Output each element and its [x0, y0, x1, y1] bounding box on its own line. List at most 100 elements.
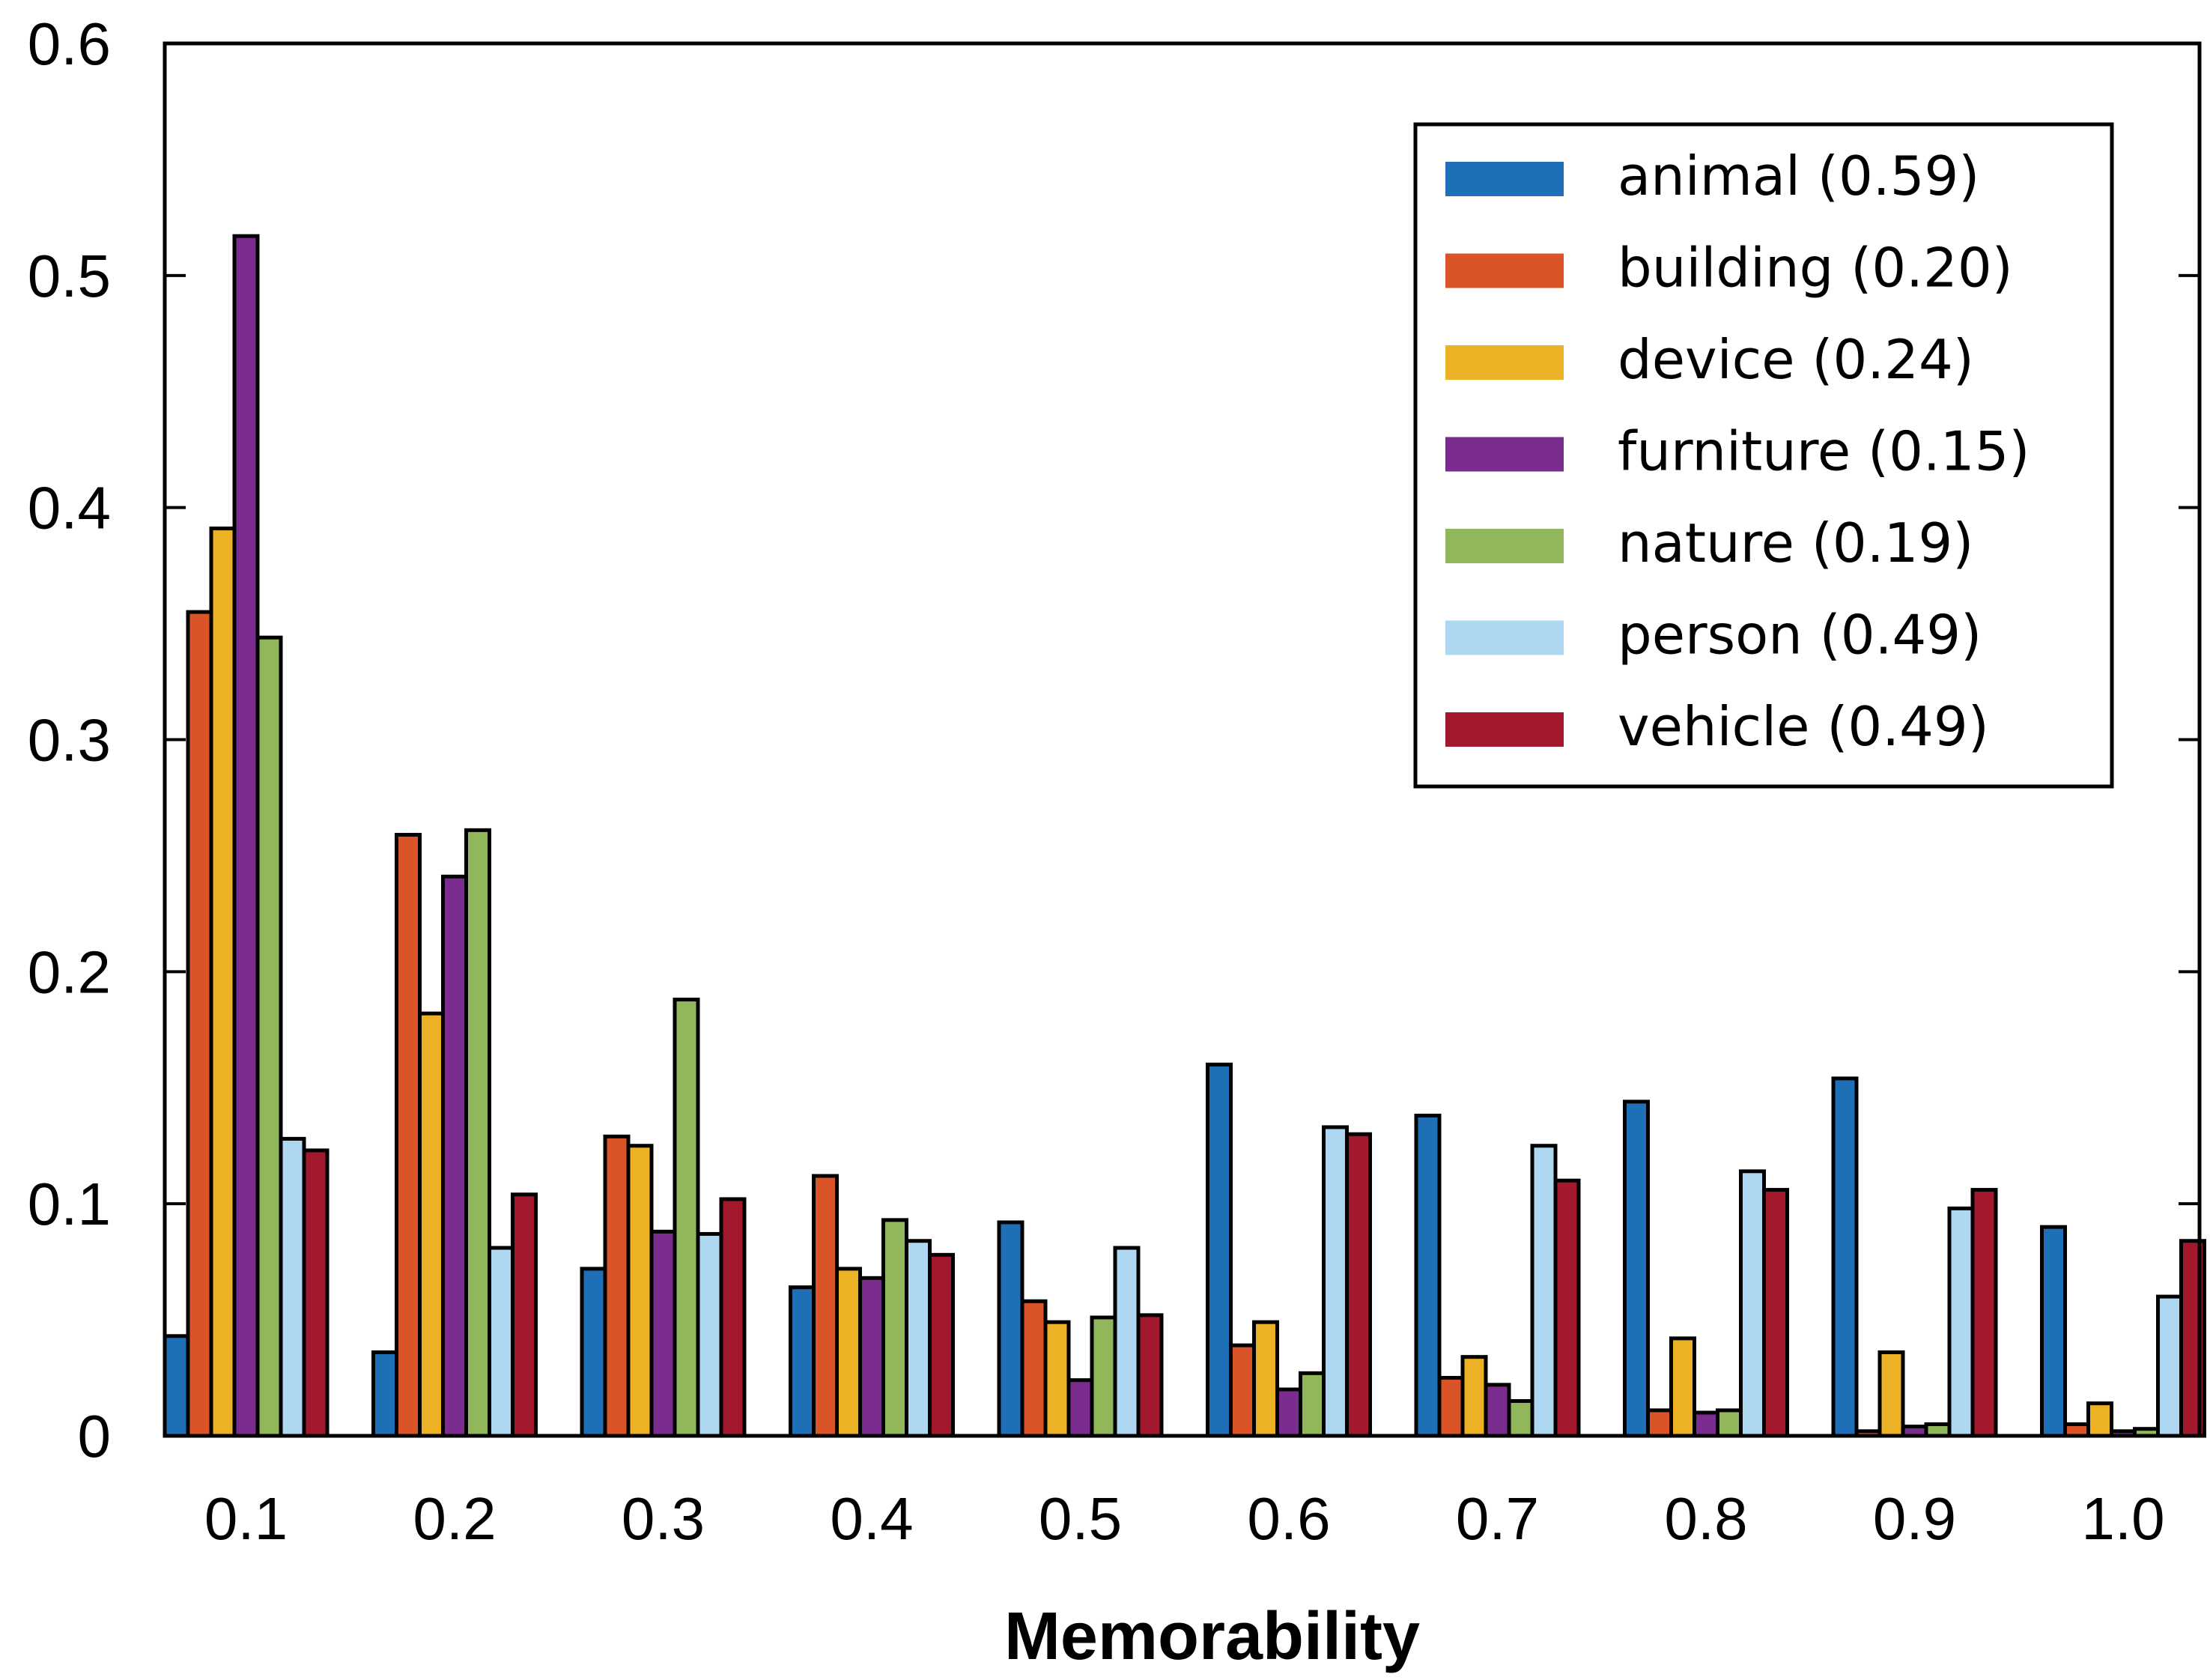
- bar-1.0-person: [2156, 1294, 2183, 1438]
- bar-0.4-building: [812, 1174, 839, 1438]
- bar-0.6-furniture: [1275, 1387, 1302, 1438]
- bar-0.3-device: [626, 1144, 654, 1438]
- legend-label: furniture (0.15): [1618, 420, 2030, 483]
- ticks-group: 0 0.1 0.2 0.3 0.4 0.5 0.6 0.1 0.2 0.3 0.4 0.5 0.6 0.7…: [28, 10, 2200, 1552]
- bar-0.2-device: [418, 1011, 445, 1438]
- y-tick-label: 0: [78, 1403, 112, 1470]
- bar-0.8-animal: [1623, 1100, 1650, 1438]
- bars-group: [163, 234, 2206, 1438]
- bar-0.2-animal: [371, 1350, 398, 1438]
- bar-0.1-vehicle: [302, 1148, 330, 1438]
- x-tick-label: 1.0: [2081, 1485, 2164, 1552]
- bar-0.7-furniture: [1484, 1383, 1511, 1438]
- bar-0.1-building: [186, 610, 213, 1438]
- legend-swatch: [1445, 437, 1564, 472]
- bar-0.3-person: [696, 1231, 723, 1438]
- x-tick-label: 0.6: [1247, 1485, 1330, 1552]
- bar-0.8-vehicle: [1762, 1188, 1789, 1438]
- legend-swatch: [1445, 620, 1564, 655]
- y-tick-label: 0.1: [28, 1171, 111, 1237]
- bar-0.4-vehicle: [928, 1252, 955, 1438]
- bar-0.9-person: [1947, 1206, 1975, 1438]
- bar-0.9-animal: [1831, 1076, 1859, 1438]
- bar-0.4-nature: [881, 1218, 908, 1438]
- legend-swatch: [1445, 345, 1564, 380]
- bar-0.3-vehicle: [719, 1197, 747, 1438]
- bar-0.3-furniture: [649, 1229, 677, 1438]
- x-tick-label: 0.3: [622, 1485, 705, 1552]
- y-tick-label: 0.4: [28, 475, 111, 542]
- bar-0.5-building: [1020, 1299, 1048, 1438]
- x-tick-label: 0.2: [413, 1485, 496, 1552]
- bar-0.6-nature: [1299, 1371, 1326, 1438]
- x-tick-label: 0.7: [1456, 1485, 1539, 1552]
- bar-0.2-person: [488, 1246, 514, 1438]
- legend-label: person (0.49): [1618, 604, 1982, 667]
- bar-0.6-building: [1229, 1343, 1256, 1438]
- bar-0.8-furniture: [1693, 1410, 1719, 1438]
- x-tick-label: 0.8: [1664, 1485, 1747, 1552]
- bar-0.7-animal: [1414, 1113, 1442, 1438]
- x-tick-label: 0.5: [1039, 1485, 1122, 1552]
- bar-0.7-person: [1530, 1144, 1558, 1438]
- y-tick-label: 0.3: [28, 707, 111, 774]
- bar-0.8-device: [1669, 1336, 1696, 1438]
- legend-swatch: [1445, 712, 1564, 747]
- legend-label: building (0.20): [1618, 237, 2013, 300]
- x-tick-label: 0.9: [1873, 1485, 1956, 1552]
- bar-0.8-person: [1739, 1169, 1766, 1438]
- bar-0.7-building: [1437, 1376, 1465, 1438]
- bar-0.6-animal: [1206, 1062, 1233, 1438]
- bar-0.6-person: [1322, 1125, 1349, 1438]
- bar-0.7-device: [1460, 1355, 1488, 1438]
- bar-0.5-nature: [1090, 1315, 1117, 1438]
- legend-label: device (0.24): [1618, 328, 1974, 391]
- bar-0.7-vehicle: [1553, 1178, 1581, 1438]
- bar-0.8-nature: [1716, 1408, 1743, 1438]
- bar-0.9-vehicle: [1970, 1188, 1998, 1438]
- bar-0.2-furniture: [441, 874, 468, 1438]
- legend-swatch: [1445, 253, 1564, 288]
- x-axis-label: Memorability: [1004, 1599, 1420, 1674]
- x-tick-label: 0.1: [204, 1485, 288, 1552]
- bar-0.5-device: [1043, 1320, 1071, 1438]
- bar-0.1-person: [279, 1136, 306, 1438]
- legend: animal (0.59) building (0.20) device (0.24…: [1413, 122, 2114, 789]
- bar-0.6-device: [1252, 1320, 1279, 1438]
- bar-0.1-furniture: [232, 234, 260, 1438]
- x-tick-label: 0.4: [830, 1485, 913, 1552]
- bar-0.4-furniture: [858, 1276, 885, 1438]
- y-tick-label: 0.6: [28, 10, 111, 77]
- bar-0.9-device: [1877, 1350, 1905, 1438]
- bar-0.4-device: [835, 1267, 862, 1438]
- bar-0.1-nature: [255, 635, 283, 1438]
- bar-0.4-person: [905, 1239, 932, 1438]
- legend-label: animal (0.59): [1618, 145, 1979, 207]
- bar-0.5-person: [1113, 1246, 1141, 1438]
- bar-1.0-device: [2086, 1401, 2113, 1438]
- bar-0.2-nature: [464, 828, 491, 1438]
- bar-0.4-animal: [789, 1285, 816, 1438]
- bar-0.2-vehicle: [511, 1192, 538, 1438]
- bar-0.1-animal: [163, 1334, 190, 1438]
- legend-label: vehicle (0.49): [1618, 695, 1989, 758]
- bar-0.3-building: [603, 1134, 631, 1438]
- bar-0.5-vehicle: [1136, 1313, 1164, 1438]
- bar-0.5-animal: [997, 1220, 1024, 1438]
- legend-swatch: [1445, 162, 1564, 196]
- bar-0.3-nature: [673, 998, 700, 1438]
- y-tick-label: 0.2: [28, 938, 111, 1005]
- y-tick-label: 0.5: [28, 243, 111, 309]
- bar-0.5-furniture: [1066, 1378, 1094, 1438]
- bar-0.1-device: [209, 527, 237, 1438]
- bar-1.0-animal: [2040, 1225, 2067, 1438]
- bar-0.7-nature: [1507, 1399, 1534, 1438]
- bar-0.8-building: [1646, 1408, 1673, 1438]
- bar-0.2-building: [395, 833, 422, 1438]
- bar-0.6-vehicle: [1345, 1132, 1372, 1438]
- bar-0.3-animal: [580, 1267, 607, 1438]
- legend-swatch: [1445, 529, 1564, 563]
- legend-label: nature (0.19): [1618, 512, 1973, 574]
